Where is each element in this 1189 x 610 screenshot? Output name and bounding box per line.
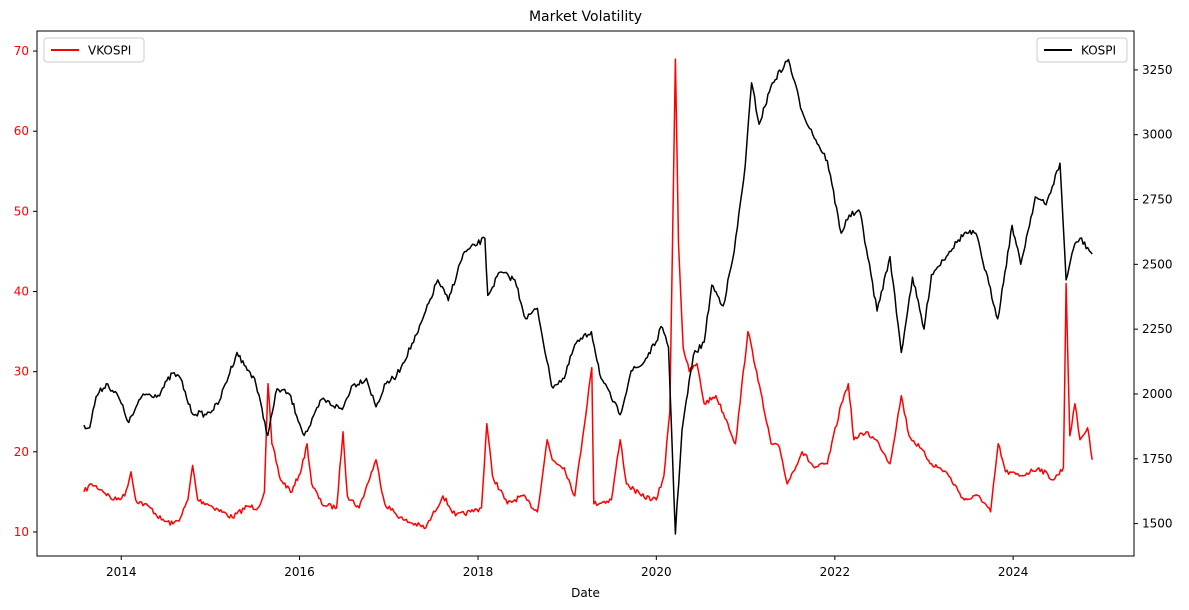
y-right-tick-label: 3000 [1142,128,1173,142]
legend-right-box [1036,37,1128,63]
y-left-tick-label: 40 [14,284,29,298]
y-left-tick-label: 50 [14,204,29,218]
legend-kospi-label: KOSPI [1081,44,1116,58]
x-tick-label: 2014 [106,565,137,579]
y-right-tick-label: 2250 [1142,322,1173,336]
plot-frame [36,30,1135,557]
y-left-tick-label: 30 [14,365,29,379]
x-tick-label: 2024 [998,565,1029,579]
y-right-tick-label: 1500 [1142,517,1173,531]
y-axis-left: 10 20 30 40 50 60 70 [14,44,37,539]
x-tick-label: 2022 [820,565,851,579]
y-right-tick-label: 2000 [1142,387,1173,401]
y-left-tick-label: 70 [14,44,29,58]
x-tick-label: 2018 [463,565,494,579]
chart-title: Market Volatility [529,9,642,25]
legend-vkospi-label: VKOSPI [88,44,131,58]
y-right-tick-label: 2750 [1142,193,1173,207]
legend-left-box [43,37,145,63]
y-left-tick-label: 20 [14,445,29,459]
x-axis-label: Date [571,586,600,600]
series-line-vkospi [83,58,1093,530]
y-right-tick-label: 2500 [1142,257,1173,271]
y-right-tick-label: 3250 [1142,63,1173,77]
y-left-tick-label: 60 [14,124,29,138]
legend-right: KOSPI [1036,37,1128,63]
y-left-tick-label: 10 [14,525,29,539]
y-right-tick-label: 1750 [1142,452,1173,466]
legend-left: VKOSPI [43,37,145,63]
x-tick-label: 2016 [284,565,315,579]
plot-lines [83,58,1093,535]
x-axis: 2014 2016 2018 2020 2022 2024 [106,556,1028,579]
series-line-kospi [83,58,1093,535]
y-axis-right: 1500 1750 2000 2250 2500 2750 3000 3250 [1134,63,1173,531]
x-tick-label: 2020 [641,565,672,579]
